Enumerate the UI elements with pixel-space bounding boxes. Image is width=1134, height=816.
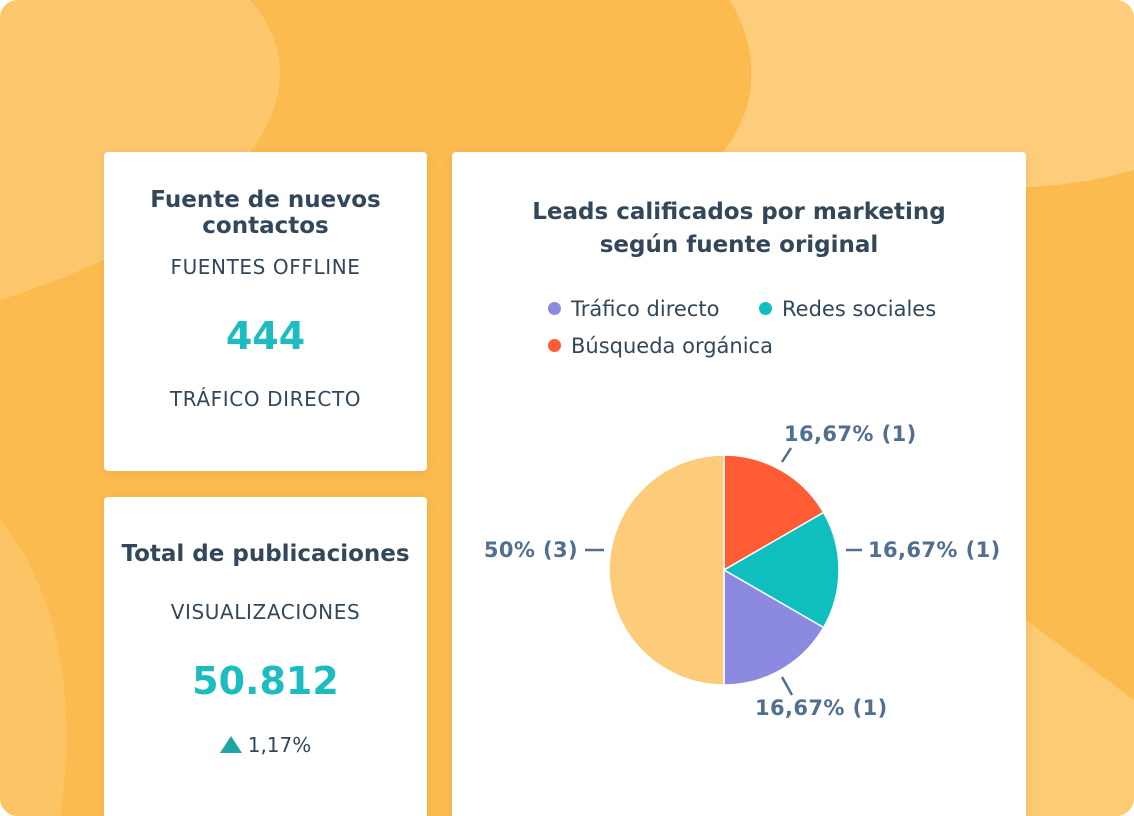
triangle-up-icon bbox=[219, 736, 242, 753]
pie-slice-2[interactable] bbox=[723, 568, 825, 686]
pie-chart: 16,67% (1) 16,67% (1) 16,67% (1) 50% (3) bbox=[484, 422, 1001, 720]
card-subtitle: VISUALIZACIONES bbox=[170, 600, 361, 624]
legend-swatch bbox=[548, 302, 561, 315]
total-posts-card: Total de publicaciones VISUALIZACIONES 5… bbox=[104, 497, 427, 816]
card-title: Fuente de nuevos contactos bbox=[150, 187, 381, 239]
legend-label: Búsqueda orgánica bbox=[571, 334, 773, 358]
card-footer-label: TRÁFICO DIRECTO bbox=[169, 387, 362, 411]
pie-slice-1[interactable] bbox=[722, 511, 840, 629]
slice-label-1: 16,67% (1) bbox=[868, 538, 1001, 562]
change-indicator: 1,17% bbox=[104, 733, 427, 757]
legend-item-busqueda-organica[interactable]: Búsqueda orgánica bbox=[548, 334, 773, 358]
card-title: Total de publicaciones bbox=[121, 541, 410, 567]
chart-title: Leads calificados por marketing según fu… bbox=[532, 199, 946, 258]
new-contacts-card: Fuente de nuevos contactos FUENTES OFFLI… bbox=[104, 152, 427, 471]
leader-line-0 bbox=[780, 447, 793, 463]
slice-label-2: 16,67% (1) bbox=[755, 696, 888, 720]
legend-item-trafico-directo[interactable]: Tráfico directo bbox=[548, 297, 719, 321]
legend-item-redes-sociales[interactable]: Redes sociales bbox=[759, 297, 936, 321]
change-value: 1,17% bbox=[247, 733, 312, 757]
pie-slice-3[interactable] bbox=[608, 454, 725, 686]
metric-value: 50.812 bbox=[192, 659, 339, 703]
legend-swatch bbox=[548, 339, 561, 352]
leads-chart-card: Leads calificados por marketing según fu… bbox=[452, 152, 1026, 816]
legend-label: Tráfico directo bbox=[571, 297, 720, 321]
legend-swatch bbox=[759, 302, 772, 315]
slice-label-3: 50% (3) bbox=[484, 538, 578, 562]
slice-label-0: 16,67% (1) bbox=[784, 422, 917, 446]
metric-value: 444 bbox=[225, 314, 306, 358]
leader-line-2 bbox=[780, 676, 794, 696]
pie-slice-0[interactable] bbox=[723, 454, 825, 572]
card-subtitle: FUENTES OFFLINE bbox=[170, 255, 361, 279]
legend-label: Redes sociales bbox=[782, 297, 937, 321]
